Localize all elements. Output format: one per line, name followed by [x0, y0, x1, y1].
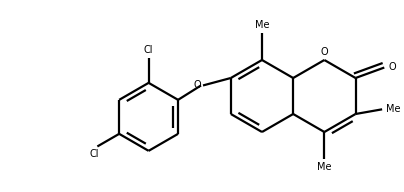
Text: O: O: [320, 47, 328, 57]
Text: O: O: [388, 61, 396, 72]
Text: Me: Me: [255, 20, 269, 30]
Text: Me: Me: [317, 162, 332, 172]
Text: Cl: Cl: [144, 45, 154, 55]
Text: Me: Me: [386, 104, 401, 114]
Text: Cl: Cl: [90, 149, 99, 159]
Text: O: O: [194, 80, 201, 90]
